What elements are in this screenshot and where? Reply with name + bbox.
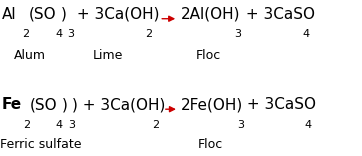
Text: 2: 2 (146, 29, 153, 39)
Text: 2Al(OH): 2Al(OH) (181, 7, 240, 22)
Text: Ferric sulfate: Ferric sulfate (0, 138, 81, 151)
Text: 4: 4 (303, 29, 310, 39)
Text: 2: 2 (152, 120, 160, 130)
Text: 3: 3 (237, 120, 244, 130)
Text: Floc: Floc (197, 138, 223, 151)
Text: Lime: Lime (93, 49, 123, 62)
Text: Fe: Fe (2, 97, 22, 112)
Text: 4: 4 (56, 120, 63, 130)
Text: (SO: (SO (30, 97, 57, 112)
Text: + 3Ca(OH): + 3Ca(OH) (72, 7, 160, 22)
Text: 3: 3 (235, 29, 241, 39)
Text: 2: 2 (22, 29, 30, 39)
Text: ) + 3Ca(OH): ) + 3Ca(OH) (72, 97, 166, 112)
Text: ): ) (61, 7, 67, 22)
Text: + 3CaSO: + 3CaSO (242, 97, 316, 112)
Text: 2: 2 (24, 120, 31, 130)
Text: ): ) (62, 97, 67, 112)
Text: 4: 4 (304, 120, 311, 130)
Text: + 3CaSO: + 3CaSO (241, 7, 315, 22)
Text: 3: 3 (67, 29, 74, 39)
Text: Al: Al (2, 7, 16, 22)
Text: 4: 4 (55, 29, 62, 39)
Text: (SO: (SO (29, 7, 56, 22)
Text: Alum: Alum (14, 49, 46, 62)
Text: 3: 3 (68, 120, 75, 130)
Text: 2Fe(OH): 2Fe(OH) (181, 97, 243, 112)
Text: Floc: Floc (196, 49, 221, 62)
